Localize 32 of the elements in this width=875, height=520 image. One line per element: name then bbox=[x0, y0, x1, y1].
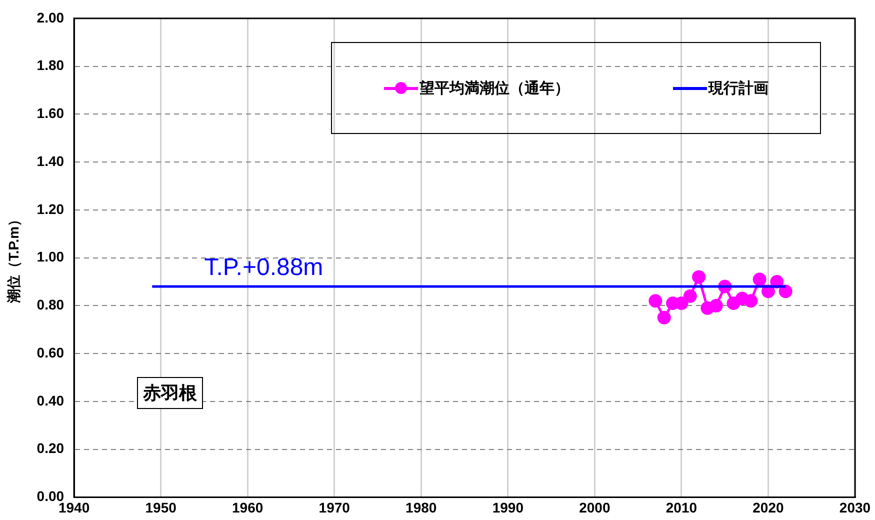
x-tick-label: 1960 bbox=[232, 499, 264, 516]
x-tick-label: 2020 bbox=[752, 499, 784, 516]
y-tick-label: 1.40 bbox=[36, 152, 64, 169]
x-tick-label: 2030 bbox=[839, 499, 871, 516]
point bbox=[648, 294, 662, 308]
x-tick-label: 1990 bbox=[492, 499, 524, 516]
annotation: 赤羽根 bbox=[137, 377, 203, 409]
point bbox=[709, 298, 723, 312]
y-tick-label: 0.40 bbox=[36, 392, 64, 408]
y-tick-label: 1.60 bbox=[36, 105, 64, 122]
y-tick-label: 1.20 bbox=[36, 200, 64, 217]
x-tick-label: 1950 bbox=[145, 499, 177, 516]
point bbox=[752, 272, 766, 286]
x-tick-label: 2010 bbox=[666, 499, 698, 516]
x-tick-label: 1970 bbox=[318, 499, 350, 516]
legend-label: 望平均満潮位（通年） bbox=[420, 78, 570, 98]
y-tick-label: 0.80 bbox=[36, 296, 64, 313]
x-tick-label: 2000 bbox=[579, 499, 610, 516]
point bbox=[778, 284, 792, 298]
y-tick-label: 1.00 bbox=[36, 248, 64, 265]
point bbox=[692, 270, 706, 284]
point bbox=[744, 294, 758, 308]
y-tick-label: 0.60 bbox=[36, 344, 64, 360]
x-tick-label: 1980 bbox=[406, 499, 437, 516]
y-axis-title: 潮位（T.P.m） bbox=[5, 212, 22, 304]
point bbox=[683, 289, 697, 303]
y-tick-label: 2.00 bbox=[36, 9, 64, 26]
y-tick-label: 0.20 bbox=[36, 440, 64, 456]
y-tick-label: 1.80 bbox=[36, 57, 64, 74]
annotation: T.P.+0.88m bbox=[204, 254, 324, 282]
point bbox=[657, 310, 671, 324]
legend-label: 現行計画 bbox=[708, 78, 768, 98]
